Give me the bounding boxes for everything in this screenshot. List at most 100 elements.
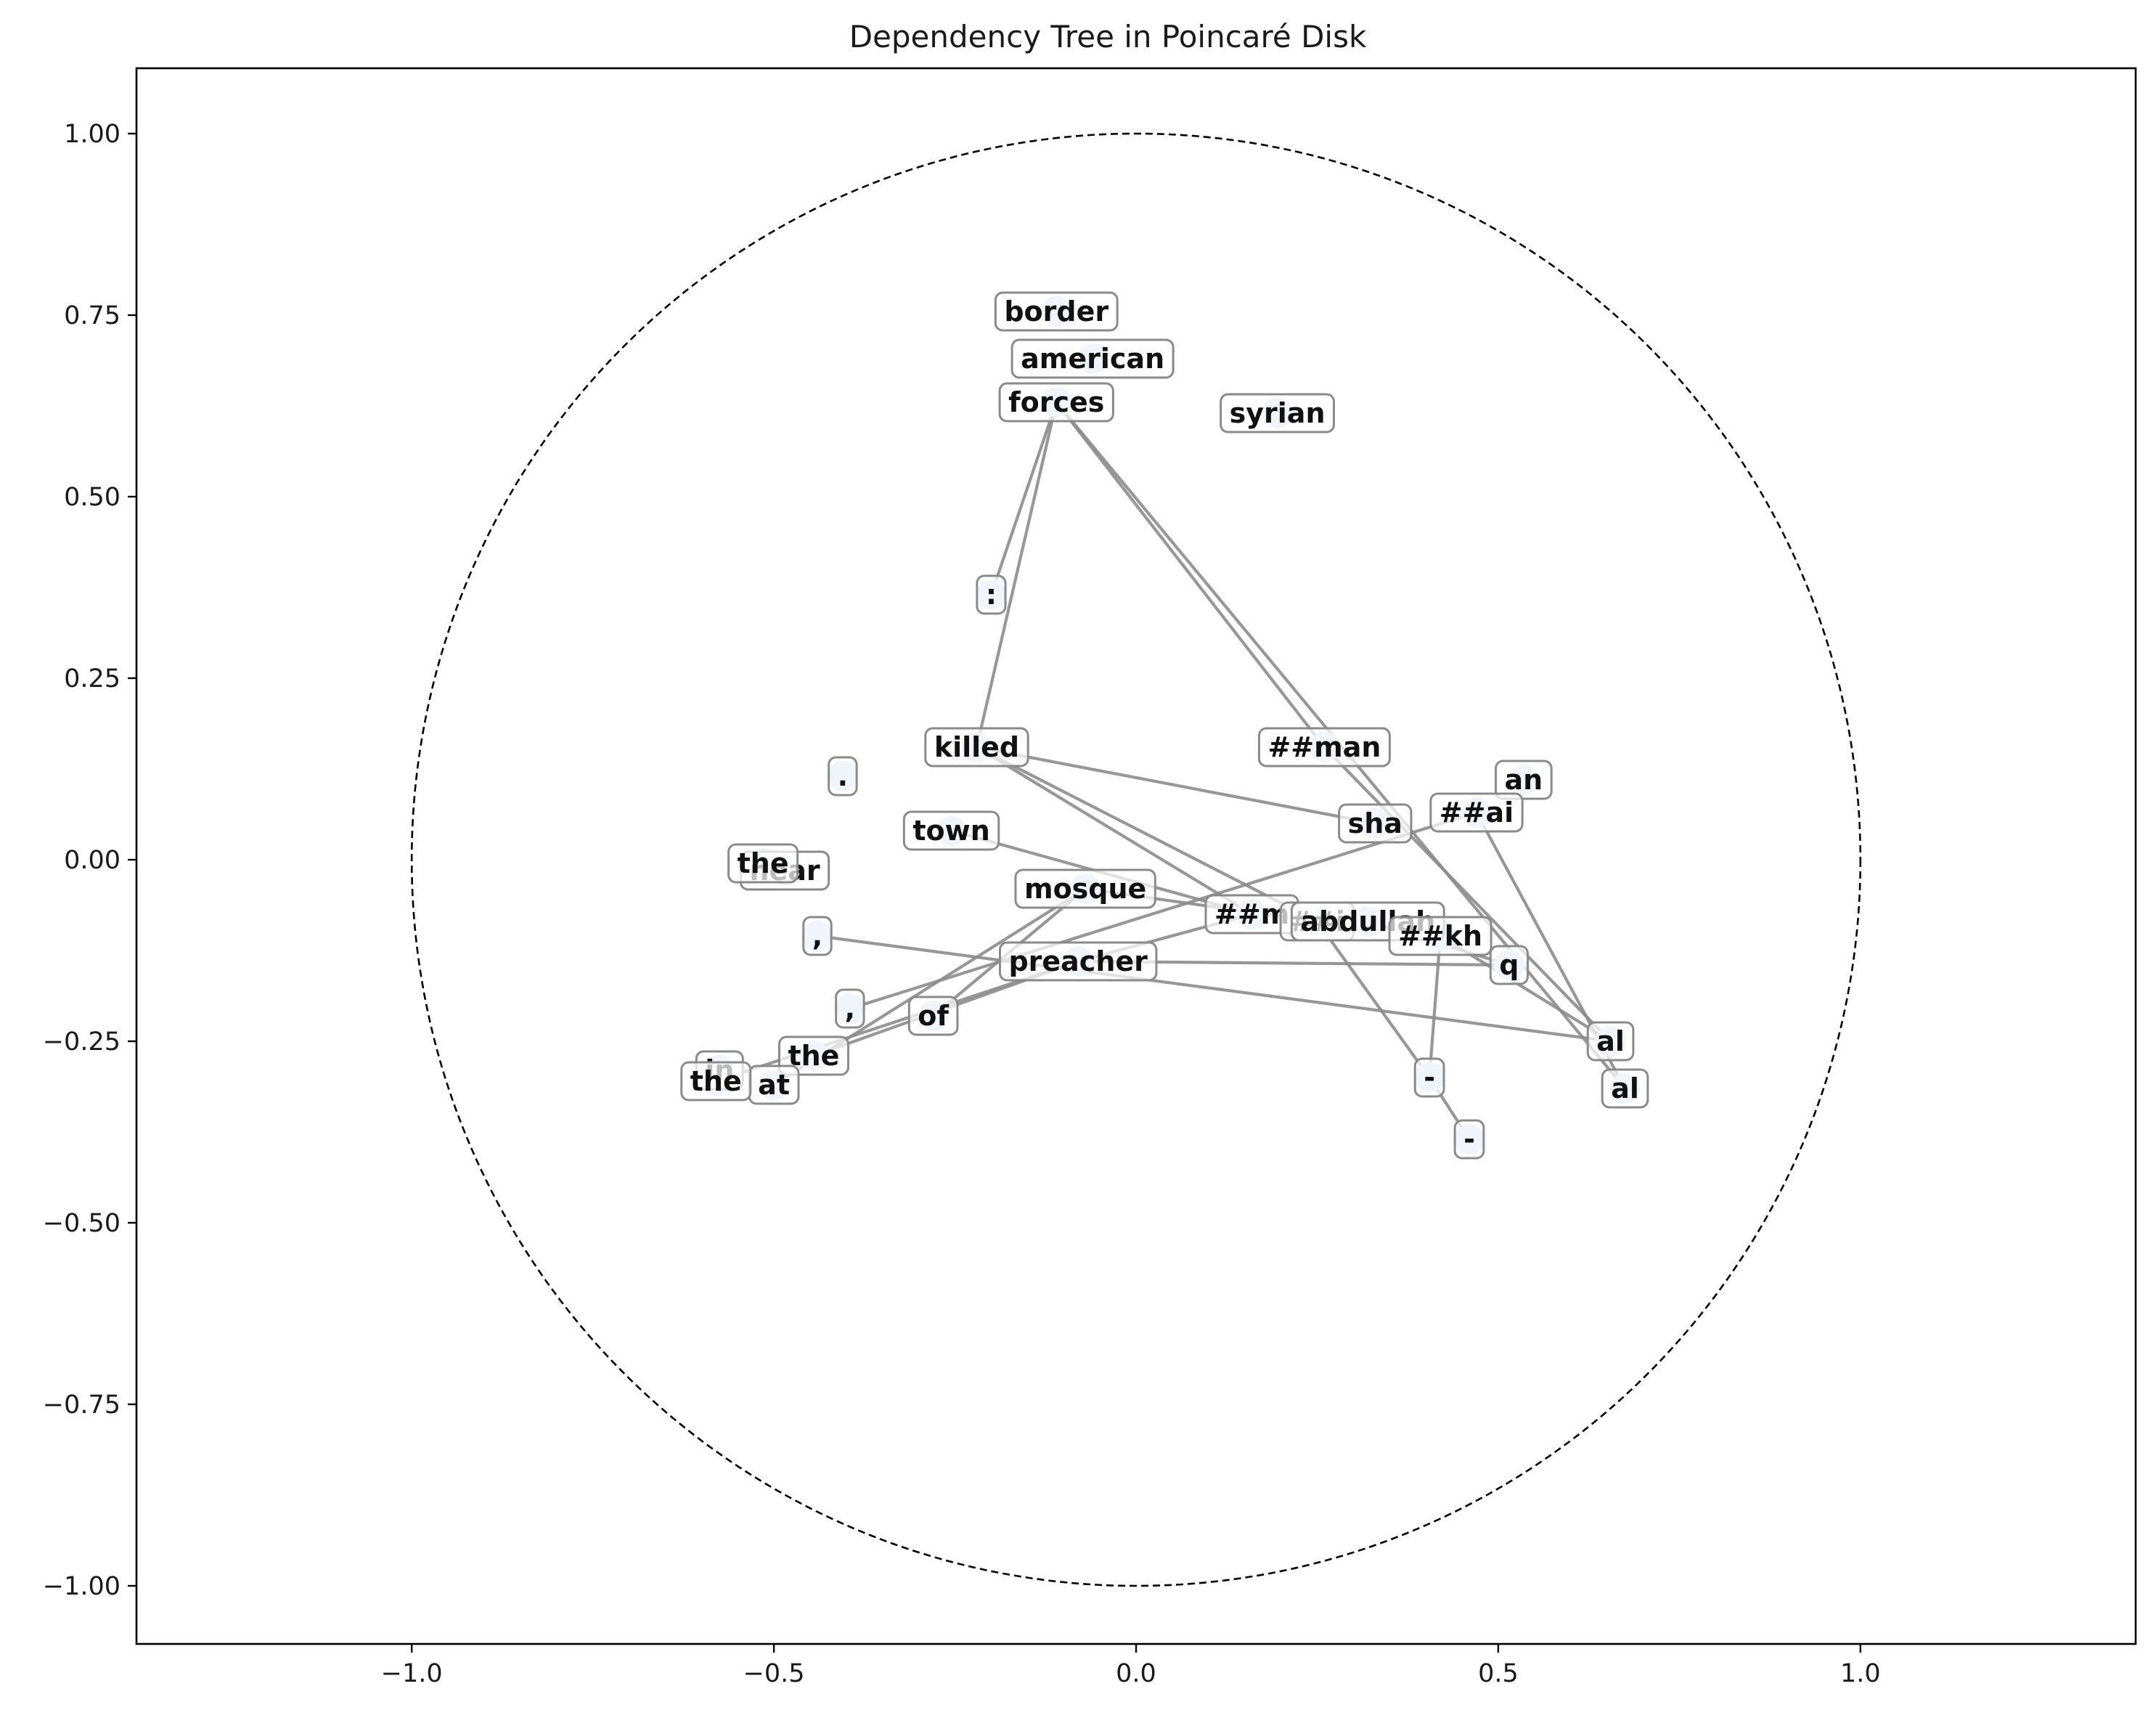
node-label-group: ##m — [1204, 894, 1299, 935]
node-label-box — [1338, 803, 1413, 844]
node-label-box — [998, 941, 1158, 982]
node-label-box — [1489, 945, 1529, 985]
node-label-group: , — [835, 988, 865, 1029]
node-label: the — [788, 1040, 839, 1072]
node-label: ##kh — [1398, 920, 1482, 952]
node-label-group: border — [994, 291, 1119, 332]
node-label-group: - — [1413, 1057, 1445, 1098]
tree-edge — [815, 934, 1612, 1043]
x-tick-label: 0.0 — [1116, 1659, 1156, 1688]
node-label-group: . — [828, 756, 858, 797]
poincare-disk-boundary — [410, 132, 1862, 1587]
node-label-group: ##ai — [1429, 792, 1524, 833]
node-label-box — [924, 727, 1029, 768]
node-label: town — [912, 815, 989, 847]
node-label: border — [1004, 296, 1108, 327]
node-label-box — [1453, 1119, 1485, 1160]
node-label: american — [1021, 343, 1164, 375]
node-label-group: forces — [998, 382, 1114, 423]
tree-edge — [848, 810, 1479, 1011]
tree-edge — [975, 745, 1377, 826]
node-label-box — [1413, 1057, 1445, 1098]
node-label: at — [758, 1069, 790, 1101]
node-label-box — [1014, 868, 1156, 909]
node-label: al — [1611, 1072, 1639, 1104]
tree-edge — [989, 400, 1058, 597]
node-label-box — [907, 996, 959, 1036]
tree-edge — [975, 745, 1319, 924]
x-tick-label: 0.5 — [1478, 1659, 1519, 1688]
node-label-group: american — [1010, 338, 1175, 379]
node-label: the — [690, 1065, 742, 1097]
node-label-box — [902, 810, 1000, 851]
node-label-group: preacher — [998, 941, 1158, 982]
node-label-group: killed — [924, 727, 1029, 768]
node-label-group: mosque — [1014, 868, 1156, 909]
node-label-group: town — [902, 810, 1000, 851]
node-label-group: the — [777, 1035, 849, 1076]
node-label-group: syrian — [1220, 393, 1336, 433]
tree-edge — [1315, 919, 1432, 1080]
node-label: ##man — [1267, 731, 1381, 763]
tree-edge — [975, 400, 1058, 749]
node-label-box — [1494, 760, 1553, 800]
node-label: al — [1596, 1025, 1625, 1057]
node-label-box — [1429, 792, 1524, 833]
node-label-group: of — [907, 996, 959, 1036]
node-label-box — [828, 756, 858, 797]
x-tick-label: 1.0 — [1840, 1659, 1881, 1688]
node-label: syrian — [1230, 397, 1326, 429]
boundary-layer — [410, 132, 1862, 1587]
x-tick-label: −0.5 — [743, 1659, 805, 1688]
node-label: : — [986, 579, 997, 611]
node-label-box — [727, 843, 799, 884]
node-label-group: al — [1601, 1068, 1649, 1109]
x-tick-label: −1.0 — [381, 1659, 443, 1688]
node-label-group: - — [1453, 1119, 1485, 1160]
node-label-box — [1586, 1021, 1635, 1062]
node-label-group: , — [802, 916, 833, 956]
node-label: sha — [1348, 807, 1402, 839]
node-label-box — [994, 291, 1119, 332]
node-label-group: al — [1586, 1021, 1635, 1062]
y-tick-label: 1.00 — [64, 120, 121, 149]
node-label: killed — [934, 731, 1019, 763]
plot-area: −1.0 −0.5 0.0 0.5 1.0 1.00 0.75 0.50 0.25 0.00 −0… — [43, 67, 2137, 1688]
tree-edge — [975, 745, 1254, 916]
y-tick-label: −0.50 — [43, 1209, 121, 1238]
node-label-box — [1220, 393, 1336, 433]
node-label-box — [802, 916, 833, 956]
node-label: - — [1424, 1062, 1435, 1094]
node-label: mosque — [1024, 873, 1146, 905]
node-label: preacher — [1008, 945, 1148, 977]
node-label-box — [1257, 727, 1391, 768]
node-label: of — [918, 1000, 949, 1032]
node-label: , — [812, 920, 822, 952]
node-label: forces — [1008, 386, 1104, 418]
y-tick-label: 0.75 — [64, 301, 121, 330]
node-label: the — [738, 847, 789, 879]
chart-title: Dependency Tree in Poincaré Disk — [849, 19, 1367, 54]
node-label-group: the — [727, 843, 799, 884]
node-label: , — [845, 993, 855, 1025]
node-label-group: ##kh — [1388, 916, 1493, 956]
node-label: . — [838, 760, 848, 792]
tree-edge — [1055, 400, 1326, 749]
node-label-group: at — [748, 1064, 800, 1105]
node-label-group: : — [976, 574, 1007, 615]
node-label-group: the — [680, 1061, 752, 1102]
node-label-box — [976, 574, 1007, 615]
y-tick-label: −0.75 — [43, 1391, 121, 1420]
node-label-box — [777, 1035, 849, 1076]
node-label-box — [835, 988, 865, 1029]
y-axis: 1.00 0.75 0.50 0.25 0.00 −0.25 −0.50 −0.75 −1.00 — [43, 120, 136, 1601]
node-label: q — [1499, 949, 1519, 981]
node-label-group: an — [1494, 760, 1553, 800]
tree-edge — [1428, 934, 1442, 1080]
node-label-box — [680, 1061, 752, 1102]
y-tick-label: 0.50 — [64, 483, 121, 512]
node-label-group: q — [1489, 945, 1529, 985]
y-tick-label: −1.00 — [43, 1572, 121, 1601]
y-tick-label: 0.25 — [64, 664, 121, 693]
